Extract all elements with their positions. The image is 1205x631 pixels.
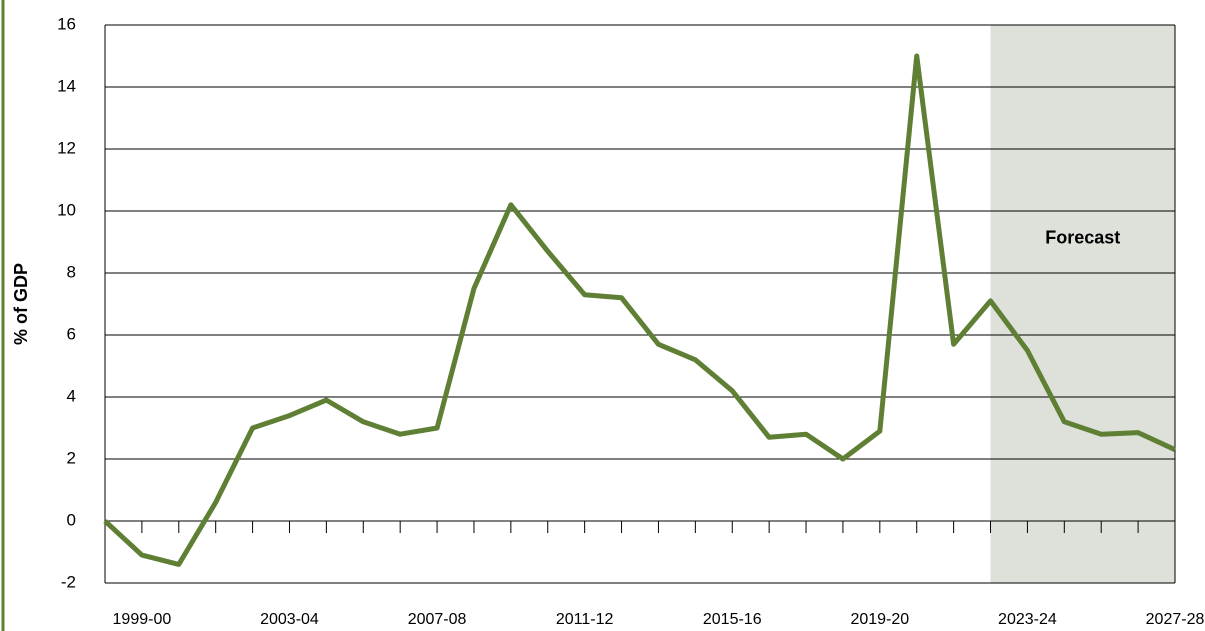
x-tick-label: 1999-00 [113, 611, 172, 628]
x-tick-label: 2019-20 [850, 611, 909, 628]
x-tick-label: 2023-24 [998, 611, 1057, 628]
x-tick-label: 2011-12 [556, 611, 614, 628]
y-tick-label: 14 [57, 76, 76, 95]
y-axis-label: % of GDP [11, 263, 31, 345]
y-tick-label: 10 [57, 200, 76, 219]
forecast-label: Forecast [1045, 228, 1120, 248]
x-tick-label: 2003-04 [260, 611, 319, 628]
y-tick-label: -2 [61, 572, 76, 591]
y-tick-label: 6 [67, 324, 76, 343]
x-tick-label: 2007-08 [408, 611, 467, 628]
y-tick-label: 4 [67, 386, 76, 405]
y-tick-label: 8 [67, 262, 76, 281]
y-tick-label: 12 [57, 138, 76, 157]
y-tick-label: 0 [67, 510, 76, 529]
y-tick-label: 2 [67, 448, 76, 467]
x-tick-label: 2027-28 [1146, 611, 1205, 628]
data-line [103, 53, 1177, 567]
x-tick-label: 2015-16 [703, 611, 762, 628]
forecast-region [990, 25, 1175, 583]
y-tick-label: 16 [57, 14, 76, 33]
